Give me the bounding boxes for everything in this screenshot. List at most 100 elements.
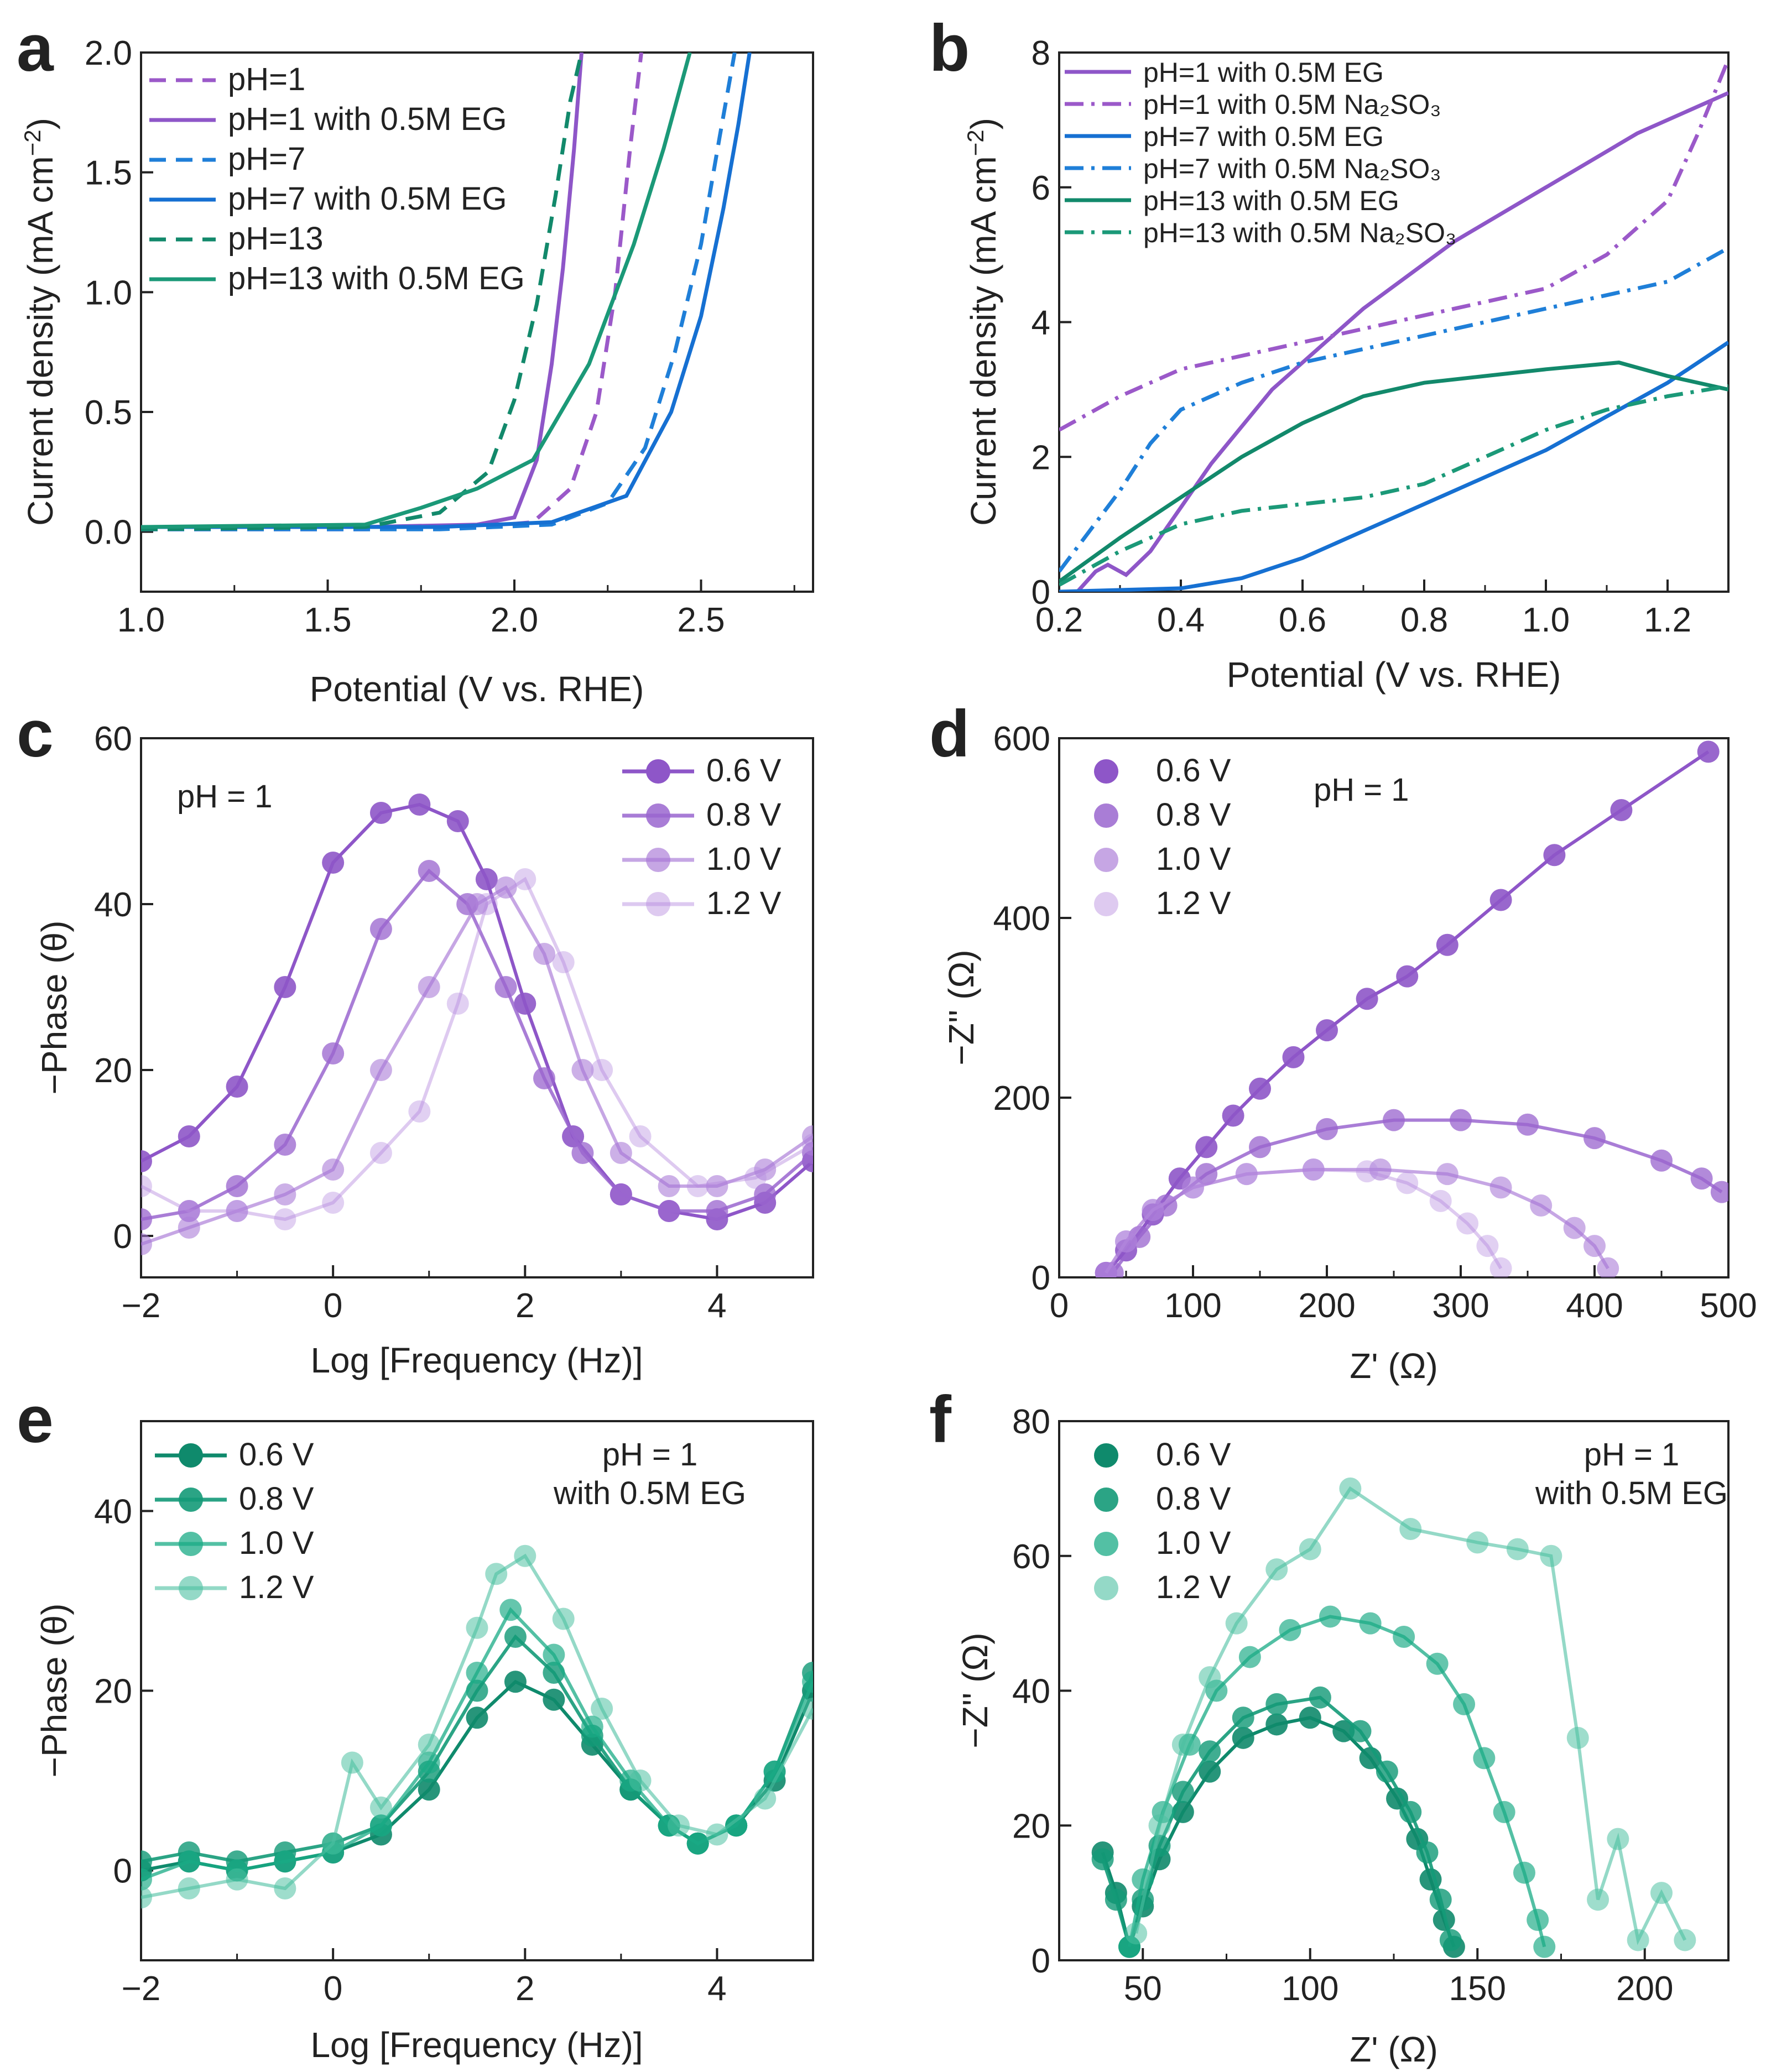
data-point [725, 1814, 748, 1837]
data-point [466, 893, 488, 915]
data-point [141, 1850, 152, 1873]
data-point [1527, 1908, 1549, 1931]
y-tick-label: 0 [1032, 1942, 1050, 1980]
x-tick-label: 0 [324, 1287, 342, 1325]
data-point [1416, 1841, 1439, 1864]
data-point [668, 1814, 690, 1837]
y-tick-label: 40 [94, 886, 132, 924]
data-point [1466, 1531, 1489, 1554]
data-point [1493, 1800, 1515, 1823]
chart-panel-d: 0 100 200 300 400 500 0 200 400 600 0.6 V 0.8 V 1.0… [941, 720, 1757, 1386]
data-point [610, 1183, 632, 1205]
x-tick-label: 200 [1616, 1970, 1673, 2008]
data-point [1339, 1477, 1362, 1500]
data-point [1319, 1605, 1342, 1628]
legend-label: pH=13 with 0.5M EG [1143, 185, 1399, 216]
panel-letter-c: c [17, 697, 54, 771]
data-point [408, 1100, 431, 1123]
x-axis-title-a: Potential (V vs. RHE) [310, 669, 644, 709]
data-point [552, 951, 575, 973]
data-point [533, 943, 555, 965]
legend-label: 1.0 V [1156, 841, 1231, 877]
data-point [274, 1850, 296, 1873]
x-tick-label: 0.8 [1400, 601, 1448, 639]
legend-label: pH=7 [228, 141, 305, 177]
legend-label: 0.8 V [706, 797, 782, 833]
data-point [658, 1175, 680, 1197]
data-point [1439, 1929, 1462, 1951]
data-point [322, 1158, 345, 1181]
legend-marker [1094, 1488, 1118, 1512]
data-point [418, 1778, 440, 1801]
series-group-c [141, 794, 813, 1255]
data-point [1540, 1544, 1562, 1567]
data-point [1235, 1163, 1258, 1186]
y-tick-label: 20 [94, 1673, 132, 1711]
data-point [1222, 1104, 1244, 1127]
legend-label: 0.8 V [239, 1481, 314, 1517]
series-line-1-2-v [141, 876, 813, 1222]
legend-marker [179, 1488, 203, 1512]
data-point [1199, 1760, 1221, 1783]
series-group-f [1091, 1477, 1696, 1958]
data-point [802, 1125, 813, 1147]
y-tick-label: 6 [1032, 169, 1050, 207]
data-point [514, 1544, 536, 1567]
annotation-f: pH = 1 with 0.5M EG [1535, 1437, 1728, 1511]
plot-frame-a [140, 51, 814, 593]
x-axis-title-e: Log [Frequency (Hz)] [310, 2025, 643, 2065]
data-point [475, 893, 498, 915]
x-tick-label: 100 [1282, 1970, 1338, 2008]
data-point [1232, 1726, 1254, 1749]
x-axis-title-b: Potential (V vs. RHE) [1227, 655, 1561, 695]
x-tick-label: 0.4 [1157, 601, 1205, 639]
data-point [1650, 1149, 1673, 1172]
data-point [1436, 933, 1459, 956]
data-point [369, 802, 392, 824]
data-point [1650, 1882, 1673, 1904]
data-point [322, 1832, 345, 1855]
data-point [1199, 1666, 1221, 1689]
data-point [141, 1150, 152, 1172]
data-point [802, 1698, 813, 1720]
legend-f: 0.6 V 0.8 V 1.0 V 1.2 V [1094, 1437, 1231, 1605]
data-point [178, 1200, 200, 1222]
legend-label: 1.2 V [706, 885, 782, 921]
data-point [802, 1142, 813, 1164]
legend-label: pH=13 with 0.5M Na₂SO₃ [1143, 217, 1456, 248]
data-point [1171, 1734, 1194, 1756]
data-point [658, 1200, 680, 1222]
data-point [1265, 1558, 1288, 1581]
legend-label: 0.8 V [1156, 797, 1231, 833]
legend-marker [1094, 1532, 1118, 1556]
data-point [369, 1059, 392, 1081]
legend-label: pH=1 with 0.5M Na₂SO₃ [1143, 89, 1441, 120]
x-axis-title-f: Z' (Ω) [1350, 2029, 1438, 2069]
data-point [1376, 1760, 1398, 1783]
panel-letter-e: e [17, 1382, 54, 1457]
data-point [1299, 1706, 1321, 1729]
data-point [706, 1823, 728, 1846]
series-line-ph-7-with-0-5m-eg [1059, 341, 1728, 592]
legend-label: 1.2 V [1156, 885, 1231, 921]
x-tick-label: 2.0 [491, 601, 538, 639]
data-point [533, 1067, 555, 1089]
plot-frame-c [140, 737, 814, 1278]
data-point [322, 852, 345, 874]
legend-label: pH=7 with 0.5M EG [1143, 121, 1384, 152]
y-axis-title-c: −Phase (θ) [34, 921, 74, 1095]
data-point [1697, 740, 1720, 763]
data-point [1171, 1781, 1194, 1803]
data-point [141, 1208, 152, 1230]
data-point [226, 1200, 248, 1222]
data-point [1476, 1235, 1499, 1257]
ticks-f: 50 100 150 200 0 20 40 60 80 [1012, 1403, 1673, 2008]
data-point [408, 794, 431, 816]
x-tick-label: 4 [707, 1287, 726, 1325]
data-point [1489, 1257, 1512, 1277]
data-point [1265, 1713, 1288, 1736]
y-tick-label: 60 [1012, 1538, 1050, 1576]
data-point [1530, 1194, 1553, 1217]
